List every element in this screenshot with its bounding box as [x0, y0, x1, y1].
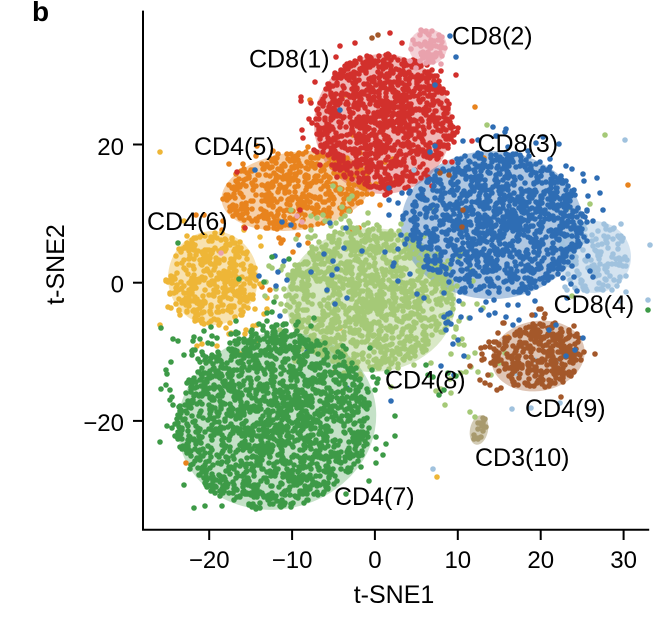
svg-text:0: 0: [368, 547, 381, 574]
svg-text:CD8(2): CD8(2): [452, 23, 533, 51]
svg-text:20: 20: [97, 134, 124, 161]
svg-text:CD8(1): CD8(1): [249, 46, 330, 74]
svg-text:CD8(3): CD8(3): [478, 130, 559, 158]
svg-text:b: b: [32, 0, 49, 27]
svg-text:CD8(4): CD8(4): [554, 291, 635, 319]
svg-text:−20: −20: [189, 547, 230, 574]
svg-text:−10: −10: [272, 547, 313, 574]
svg-text:10: 10: [444, 547, 471, 574]
svg-text:t-SNE2: t-SNE2: [42, 224, 70, 305]
svg-text:CD3(10): CD3(10): [475, 444, 569, 472]
svg-text:CD4(6): CD4(6): [147, 208, 228, 236]
svg-text:20: 20: [527, 547, 554, 574]
svg-text:t-SNE1: t-SNE1: [354, 581, 435, 609]
svg-text:CD4(8): CD4(8): [385, 367, 466, 395]
svg-text:30: 30: [610, 547, 637, 574]
svg-text:−20: −20: [83, 410, 124, 437]
svg-text:CD4(5): CD4(5): [194, 133, 275, 161]
svg-text:CD4(9): CD4(9): [525, 395, 606, 423]
svg-text:0: 0: [111, 272, 124, 299]
svg-text:CD4(7): CD4(7): [334, 483, 415, 511]
